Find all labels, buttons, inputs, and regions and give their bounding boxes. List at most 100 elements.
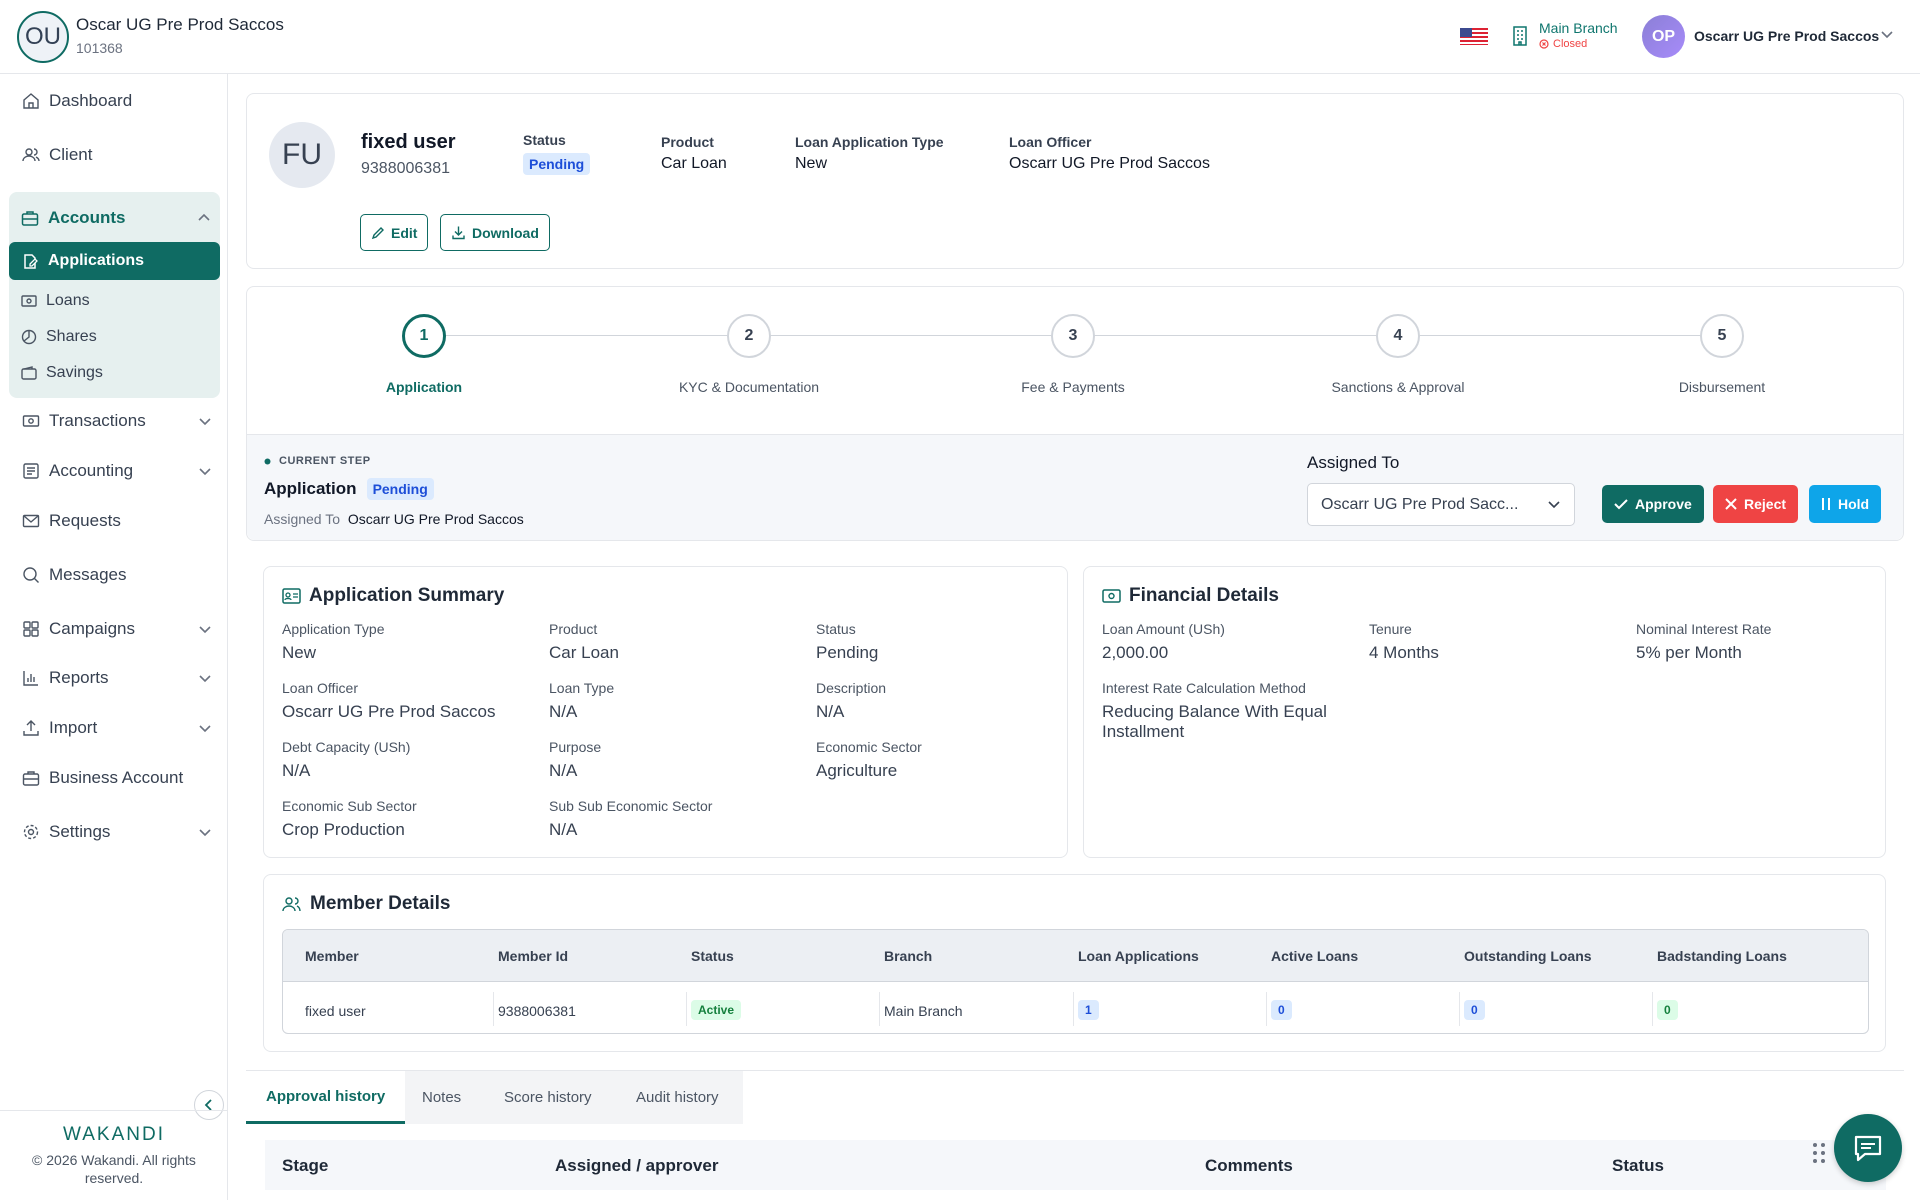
sidebar-item-campaigns[interactable]: Campaigns — [22, 619, 212, 639]
applicant-name: fixed user — [361, 131, 456, 153]
member-name-cell[interactable]: fixed user — [305, 1003, 366, 1019]
chat-button[interactable] — [1834, 1114, 1902, 1182]
loan-officer-value: Oscarr UG Pre Prod Saccos — [1009, 155, 1210, 172]
chevron-down-icon[interactable] — [1880, 29, 1894, 39]
current-step-name: Application — [264, 479, 357, 498]
summary-field: Loan Type N/A — [549, 680, 614, 722]
sidebar-item-reports[interactable]: Reports — [22, 668, 212, 688]
field-label: Purpose — [549, 739, 602, 755]
member-details-card: Member Details Member Member Id Status B… — [263, 874, 1886, 1052]
tab-audit-history[interactable]: Audit history — [636, 1089, 719, 1106]
field-value: N/A — [282, 761, 311, 780]
loan-application-type-value: New — [795, 155, 828, 172]
column-header: Status — [1612, 1156, 1664, 1175]
briefcase-icon — [21, 211, 39, 226]
member-status-cell: Active — [691, 1000, 742, 1020]
tab-notes[interactable]: Notes — [422, 1089, 462, 1106]
field-value: N/A — [549, 820, 578, 839]
sidebar-item-loans[interactable]: Loans — [21, 292, 90, 310]
cash-icon — [1102, 589, 1121, 603]
step-3-circle[interactable]: 3 — [1051, 314, 1095, 358]
branch-name[interactable]: Main Branch — [1539, 20, 1618, 36]
drag-handle-icon[interactable] — [1812, 1142, 1826, 1164]
applicant-profile-card: FU fixed user 9388006381 Status Pending … — [246, 93, 1904, 269]
chat-icon — [1854, 1135, 1882, 1162]
chevron-left-icon — [204, 1099, 212, 1111]
org-avatar[interactable]: OU — [17, 11, 69, 63]
current-step-caption-text: CURRENT STEP — [279, 455, 371, 467]
column-header: Badstanding Loans — [1657, 948, 1787, 964]
column-header: Branch — [884, 948, 933, 964]
sidebar-item-import[interactable]: Import — [22, 718, 212, 738]
chevron-up-icon — [198, 213, 210, 221]
pencil-icon — [371, 226, 384, 239]
product-meta: Product Car Loan — [661, 134, 727, 173]
reject-button[interactable]: Reject — [1713, 485, 1799, 523]
sidebar-item-requests[interactable]: Requests — [22, 511, 212, 531]
field-value: Pending — [816, 643, 879, 662]
user-avatar[interactable]: OP — [1642, 15, 1685, 58]
download-icon — [452, 226, 465, 240]
dot-icon — [264, 458, 271, 464]
financial-field: Interest Rate Calculation Method Reducin… — [1102, 680, 1342, 742]
workflow-steps-card: 1 2 3 4 5 Application KYC & Documentatio… — [246, 286, 1904, 541]
download-button[interactable]: Download — [440, 214, 550, 251]
sidebar-item-messages[interactable]: Messages — [22, 565, 212, 585]
field-label: Nominal Interest Rate — [1636, 621, 1772, 637]
step-2-label[interactable]: KYC & Documentation — [678, 379, 820, 395]
field-label: Tenure — [1369, 621, 1412, 637]
user-name[interactable]: Oscarr UG Pre Prod Saccos — [1694, 28, 1880, 44]
mail-icon — [22, 514, 40, 528]
field-value: N/A — [549, 761, 578, 780]
check-icon — [1614, 499, 1628, 510]
current-step-status-badge: Pending — [366, 478, 434, 500]
step-5-label[interactable]: Disbursement — [1678, 379, 1766, 395]
step-4-label[interactable]: Sanctions & Approval — [1331, 379, 1465, 395]
summary-field: Loan Officer Oscarr UG Pre Prod Saccos — [282, 680, 496, 722]
field-value: Oscarr UG Pre Prod Saccos — [282, 702, 496, 721]
summary-field: Economic Sector Agriculture — [816, 739, 922, 781]
hold-button[interactable]: Hold — [1809, 485, 1882, 523]
sidebar-item-label: Client — [49, 145, 93, 164]
sidebar-item-client[interactable]: Client — [22, 145, 212, 165]
sidebar-item-accounting[interactable]: Accounting — [22, 461, 212, 481]
sidebar-item-settings[interactable]: Settings — [22, 822, 212, 842]
column-header: Outstanding Loans — [1464, 948, 1592, 964]
step-3-label[interactable]: Fee & Payments — [1021, 379, 1125, 395]
cash-icon — [21, 295, 37, 307]
close-icon — [1725, 498, 1737, 510]
tab-approval-history[interactable]: Approval history — [246, 1071, 406, 1124]
summary-field: Sub Sub Economic Sector N/A — [549, 798, 712, 840]
assigned-name: Oscarr UG Pre Prod Saccos — [347, 511, 524, 527]
sidebar-item-accounts[interactable]: Accounts — [21, 208, 211, 228]
active-loans-cell: 0 — [1271, 1000, 1292, 1020]
step-4-circle[interactable]: 4 — [1376, 314, 1420, 358]
step-5-circle[interactable]: 5 — [1700, 314, 1744, 358]
copyright: © 2026 Wakandi. All rights reserved. — [32, 1152, 196, 1186]
sidebar-item-shares[interactable]: Shares — [21, 328, 97, 346]
collapse-sidebar-button[interactable] — [194, 1090, 224, 1120]
branch-status-text: Closed — [1553, 38, 1588, 50]
active-badge: Active — [691, 1000, 742, 1020]
pause-icon — [1822, 498, 1830, 510]
edit-button[interactable]: Edit — [360, 214, 429, 251]
accounts-group: Accounts Applications Loans Shares Savin… — [9, 192, 220, 398]
sidebar-item-business-account[interactable]: Business Account — [22, 768, 212, 788]
sidebar-item-applications[interactable]: Applications — [9, 242, 220, 280]
approve-button[interactable]: Approve — [1602, 485, 1704, 523]
sidebar-item-transactions[interactable]: Transactions — [22, 411, 212, 431]
field-label: Sub Sub Economic Sector — [549, 798, 713, 814]
us-flag-icon[interactable] — [1460, 28, 1488, 45]
assigned-to-select[interactable]: Oscarr UG Pre Prod Sacc... — [1307, 483, 1575, 526]
sidebar-item-savings[interactable]: Savings — [21, 364, 103, 382]
chevron-down-icon — [199, 725, 211, 733]
step-2-circle[interactable]: 2 — [727, 314, 771, 358]
step-1-label[interactable]: Application — [385, 379, 463, 395]
financial-field: Loan Amount (USh) 2,000.00 — [1102, 621, 1225, 663]
member-branch-cell: Main Branch — [884, 1003, 963, 1019]
sidebar-item-dashboard[interactable]: Dashboard — [22, 91, 212, 111]
step-1-circle[interactable]: 1 — [402, 314, 446, 358]
field-value: Reducing Balance With Equal Installment — [1102, 702, 1327, 741]
org-name: Oscar UG Pre Prod Saccos — [76, 15, 284, 34]
tab-score-history[interactable]: Score history — [504, 1089, 592, 1106]
